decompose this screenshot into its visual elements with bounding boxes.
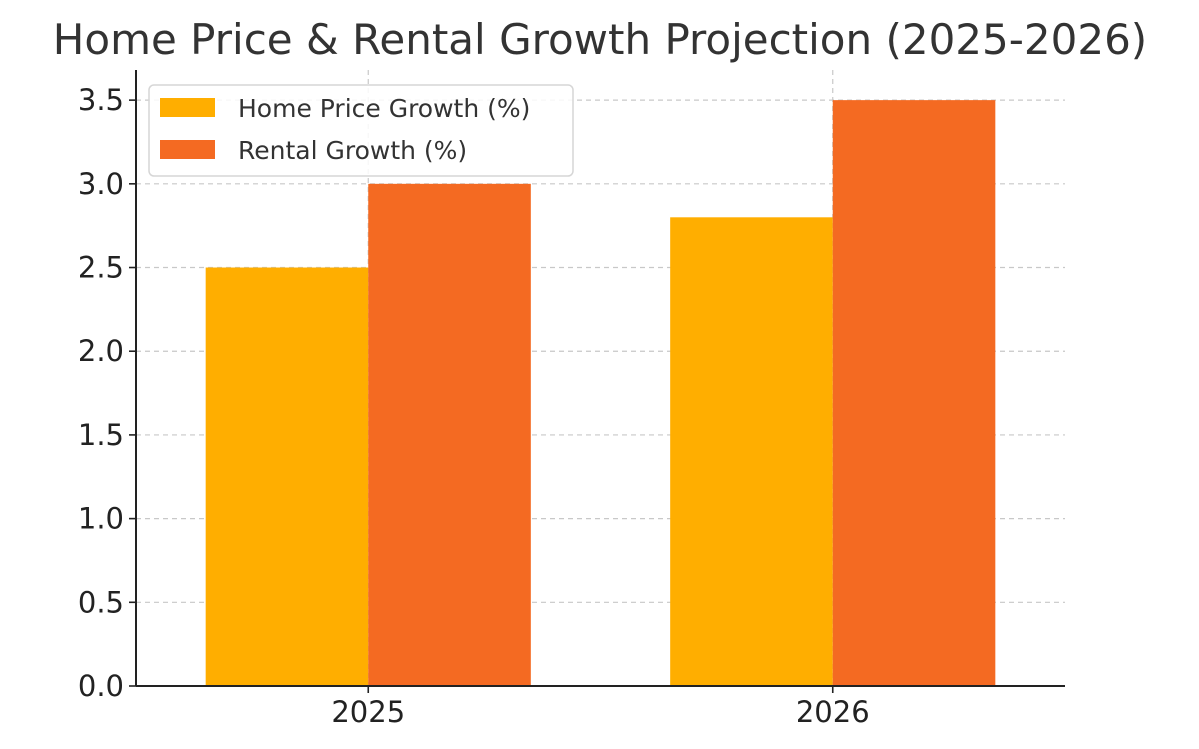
y-tick-label: 2.5 (78, 251, 124, 285)
x-tick-label: 2026 (796, 695, 870, 729)
y-tick-label: 2.0 (78, 334, 124, 368)
y-tick-label: 3.5 (78, 83, 124, 117)
bars (205, 100, 996, 686)
x-tick-label: 2025 (331, 695, 405, 729)
bar (670, 217, 833, 686)
chart-title: Home Price & Rental Growth Projection (2… (53, 15, 1147, 64)
legend-swatch (160, 98, 215, 117)
y-tick-label: 0.0 (78, 669, 124, 703)
y-tick-label: 1.0 (78, 502, 124, 536)
legend-swatch (160, 140, 215, 159)
y-tick-label: 3.0 (78, 167, 124, 201)
legend-box (148, 84, 574, 177)
bar (368, 183, 531, 686)
bar (832, 100, 996, 686)
bar (205, 267, 369, 686)
y-tick-label: 1.5 (78, 418, 124, 452)
y-tick-label: 0.5 (78, 585, 124, 619)
legend-label: Home Price Growth (%) (238, 94, 530, 123)
legend-label: Rental Growth (%) (238, 136, 467, 165)
axes: 0.0 0.5 1.0 1.5 2.0 2.5 3.0 3.5 2025 2026 (78, 70, 1065, 729)
legend: Home Price Growth (%) Rental Growth (%) (148, 84, 574, 177)
